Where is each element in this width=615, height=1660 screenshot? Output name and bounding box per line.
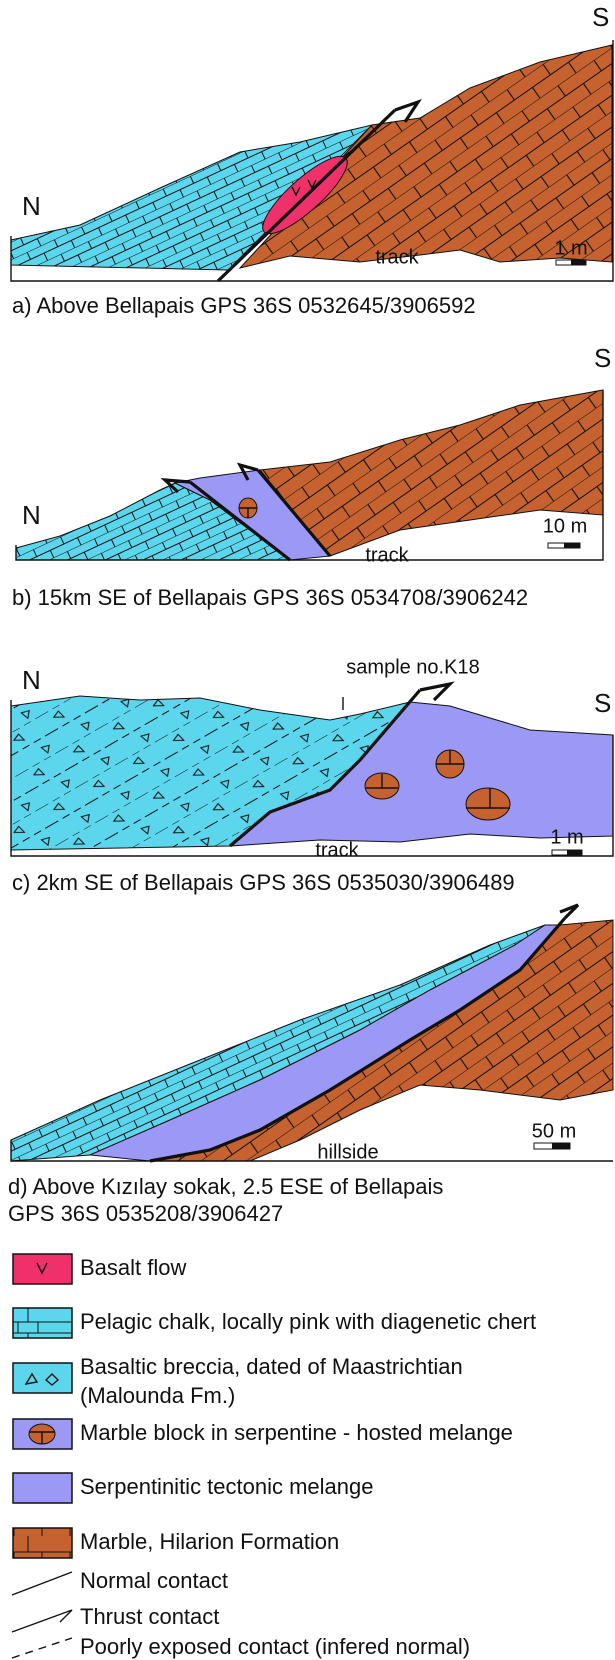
place-label: track <box>315 839 359 861</box>
north-label: N <box>22 665 41 695</box>
legend-label: Marble block in serpentine - hosted mela… <box>80 1420 513 1445</box>
south-label: S <box>592 2 609 32</box>
section-b: N S 10 m track b) 15km SE of Bellapais G… <box>12 343 611 610</box>
contact-label: Normal contact <box>80 1568 228 1593</box>
caption: c) 2km SE of Bellapais GPS 36S 0535030/3… <box>12 870 515 895</box>
section-d: 50 m hillside d) Above Kızılay sokak, 2.… <box>8 905 613 1226</box>
legend-label: Basalt flow <box>80 1255 186 1280</box>
scale-label: 1 m <box>554 237 587 259</box>
sample-label: sample no.K18 <box>346 656 479 678</box>
figure: N S 1 m track a) Above Bellapais GPS 36S… <box>0 0 615 1660</box>
place-label: track <box>375 246 419 268</box>
north-label: N <box>22 500 41 530</box>
place-label: track <box>365 544 409 566</box>
scale-label: 50 m <box>532 1120 576 1142</box>
legend: Basalt flow Pelagic chalk, locally pink … <box>12 1254 536 1659</box>
caption: d) Above Kızılay sokak, 2.5 ESE of Bella… <box>8 1174 443 1199</box>
legend-label: Serpentinitic tectonic melange <box>80 1474 374 1499</box>
scale-label: 1 m <box>550 826 583 848</box>
caption: b) 15km SE of Bellapais GPS 36S 0534708/… <box>12 585 528 610</box>
legend-label: (Malounda Fm.) <box>80 1383 235 1408</box>
legend-label: Pelagic chalk, locally pink with diagene… <box>80 1309 536 1334</box>
south-label: S <box>594 688 611 718</box>
scale-label: 10 m <box>543 515 587 537</box>
north-label: N <box>22 191 41 221</box>
section-c: N S sample no.K18 1 m track c) 2km SE of… <box>11 656 613 895</box>
south-label: S <box>594 343 611 373</box>
section-a: N S 1 m track a) Above Bellapais GPS 36S… <box>11 2 613 318</box>
legend-label: Basaltic breccia, dated of Maastrichtian <box>80 1354 463 1379</box>
caption: GPS 36S 0535208/3906427 <box>8 1201 283 1226</box>
contact-label: Thrust contact <box>80 1604 219 1629</box>
place-label: hillside <box>317 1141 378 1163</box>
contact-label: Poorly exposed contact (infered normal) <box>80 1634 470 1659</box>
caption: a) Above Bellapais GPS 36S 0532645/39065… <box>12 293 476 318</box>
legend-label: Marble, Hilarion Formation <box>80 1529 339 1554</box>
